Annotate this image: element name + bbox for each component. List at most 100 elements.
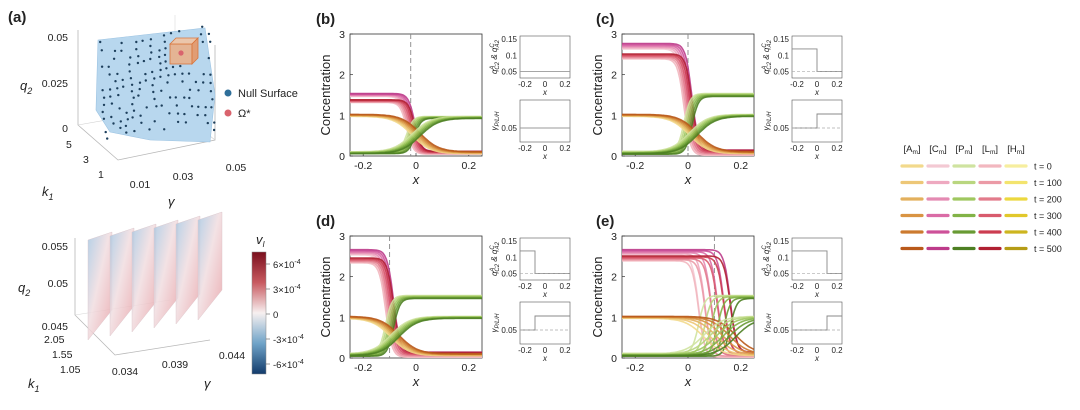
null-surface-point [140, 121, 143, 125]
x-tick-label: 0.2 [461, 160, 476, 172]
side-y-tick-label: 0.05 [501, 270, 517, 279]
side-plot-top: 0.15 0.1 0.05-0.2 0 0.2 x qAC2 & qCA2 [490, 237, 571, 299]
legend-time-label: t = 400 [1034, 228, 1062, 238]
x-axis-label: x [412, 172, 420, 187]
null-surface-point [166, 81, 169, 84]
null-surface-point [163, 53, 167, 57]
null-surface-point [176, 112, 180, 115]
null-surface-point [110, 102, 114, 105]
null-surface-point [149, 44, 152, 48]
null-surface-point [151, 70, 154, 74]
null-surface-point [118, 107, 121, 110]
null-surface-point [199, 33, 203, 36]
null-surface-point [101, 89, 104, 92]
k1-axis-label-bottom: k1 [28, 376, 40, 394]
null-surface-point [132, 96, 135, 99]
series-line [350, 317, 482, 357]
colorbar-title: vI [256, 232, 266, 249]
null-surface-point [121, 78, 124, 82]
y-axis-label: Concentration [590, 257, 605, 338]
null-surface-point [210, 106, 213, 109]
colorbar: vI 6×10-4 3×10-4 0 -3×10-4 -6×10-4 [251, 232, 304, 375]
null-surface-point [181, 72, 184, 75]
panel-b: (b) 0 1 2 3 -0.2 0 0.2 Concentration x 0.15 0.1 0.05… [316, 11, 571, 187]
side-y-axis-label: γP/L/H [762, 111, 773, 131]
side-plot-bottom: 0.05 -0.2 0 0.2 x γP/L/H [490, 99, 571, 161]
y-axis-label: Concentration [590, 55, 605, 136]
q2-tick-top-1: 0.025 [42, 78, 68, 90]
null-surface-point [141, 39, 144, 42]
legend-column-header: [Cm] [929, 144, 947, 156]
null-surface-point [130, 83, 134, 87]
gamma-tick-bottom-1: 0.039 [162, 359, 188, 371]
null-surface-point [204, 114, 207, 117]
side-x-axis-label: x [814, 88, 820, 97]
null-surface-point [101, 110, 104, 114]
velocity-slice [87, 231, 113, 341]
panel-label-d: (d) [316, 213, 335, 230]
y-tick-label: 3 [339, 29, 345, 41]
null-surface-points [99, 25, 216, 140]
velocity-slices [87, 211, 223, 341]
null-surface-point [209, 40, 212, 43]
null-surface-point [163, 128, 166, 131]
null-surface-point [109, 95, 112, 98]
null-surface-point [169, 32, 173, 35]
legend-omega-star-label: Ω* [238, 108, 251, 120]
null-surface-point [124, 124, 128, 128]
null-surface-point [207, 56, 210, 60]
side-y-tick-label: 0.1 [778, 253, 790, 262]
null-surface-point [112, 122, 115, 125]
x-tick-label: -0.2 [354, 362, 372, 374]
side-x-axis-label: x [542, 152, 548, 161]
null-surface-point [201, 40, 204, 44]
panel-label-e: (e) [596, 213, 614, 230]
side-x-tick-label: 0 [543, 282, 548, 291]
y-tick-label: 2 [611, 272, 617, 284]
side-x-tick-label: 0 [543, 144, 548, 153]
gamma-tick-top-0: 0.01 [130, 179, 151, 191]
null-surface-point [188, 96, 191, 100]
null-surface-point [100, 49, 104, 52]
side-x-axis-label: x [542, 354, 548, 363]
null-surface-point [212, 128, 216, 132]
colorbar-ticks: 6×10-4 3×10-4 0 -3×10-4 -6×10-4 [266, 259, 304, 371]
side-y-tick-label: 0.15 [501, 237, 517, 246]
side-x-tick-label: -0.2 [518, 346, 532, 355]
q2-axis-label-top: q2 [20, 78, 32, 96]
null-surface-point [153, 97, 156, 101]
side-y-tick-label: 0.1 [506, 51, 518, 60]
side-plot-bottom: 0.05 -0.2 0 0.2 x γP/L/H [490, 301, 571, 363]
side-plot-frame [519, 99, 571, 143]
gamma-tick-top-2: 0.05 [226, 162, 247, 174]
panel-a-bottom-3d: 0.055 0.05 0.045 q2 2.05 1.55 1.05 k1 0.… [18, 211, 245, 394]
side-y-tick-label: 0.05 [501, 326, 517, 335]
side-plot-frame [791, 237, 843, 281]
side-x-axis-label: x [542, 88, 548, 97]
null-surface-point [137, 94, 140, 97]
velocity-slice [131, 223, 157, 333]
legend-time-label: t = 200 [1034, 195, 1062, 205]
null-surface-point [158, 49, 161, 52]
x-tick-label: 0.2 [733, 362, 748, 374]
y-tick-label: 1 [611, 312, 617, 324]
x-tick-label: -0.2 [626, 362, 644, 374]
y-tick-label: 1 [611, 110, 617, 122]
side-y-tick-label: 0.05 [501, 68, 517, 77]
null-surface-point [135, 40, 138, 44]
null-surface-point [119, 120, 123, 123]
k1-axis-label-top: k1 [42, 184, 54, 202]
null-surface-point [179, 64, 182, 68]
side-x-tick-label: -0.2 [790, 282, 804, 291]
legend-time-label: t = 100 [1034, 178, 1062, 188]
side-y-tick-label: 0.15 [501, 35, 517, 44]
side-y-tick-label: 0.05 [773, 326, 789, 335]
side-x-tick-label: 0.2 [831, 80, 843, 89]
concentration-panels: (b) 0 1 2 3 -0.2 0 0.2 Concentration x 0.15 0.1 0.05… [316, 11, 843, 389]
q2-tick-bottom-0: 0.055 [42, 241, 68, 253]
null-surface-point [128, 70, 131, 73]
colorbar-tick-label: 3×10-4 [273, 284, 301, 296]
side-plot-bottom: 0.05 -0.2 0 0.2 x γP/L/H [762, 301, 843, 363]
side-plot-frame [519, 237, 571, 281]
